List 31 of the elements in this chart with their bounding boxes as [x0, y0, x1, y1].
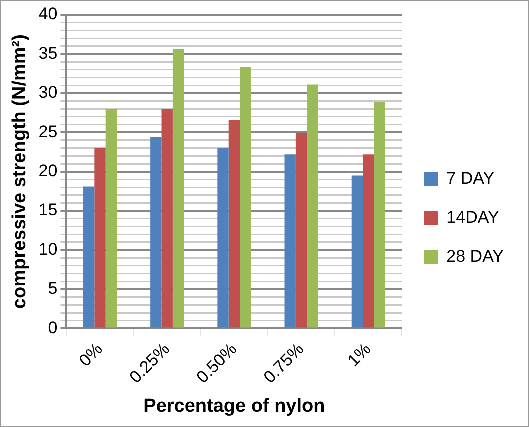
bar	[228, 120, 240, 328]
y-tick-label: 15	[38, 200, 58, 220]
x-tick-label: 0%	[76, 340, 106, 370]
bar	[106, 109, 118, 328]
y-tick-label: 10	[38, 240, 58, 259]
y-tick-label: 20	[38, 162, 58, 181]
bar	[352, 176, 364, 328]
y-tick-label: 5	[48, 279, 58, 298]
y-tick-label: 40	[38, 4, 58, 24]
bar	[150, 137, 162, 328]
x-tick-label: 1%	[344, 340, 375, 370]
x-axis-title: Percentage of nylon	[144, 396, 326, 417]
y-tick-label: 30	[38, 83, 58, 102]
bar	[363, 154, 374, 328]
y-tick-label: 0	[48, 318, 58, 338]
legend-label: 7 DAY	[446, 169, 495, 188]
bar	[83, 186, 95, 328]
bar	[218, 148, 229, 328]
bar	[284, 154, 296, 328]
y-tick-label: 35	[38, 44, 58, 63]
y-axis-title: compressive strength (N/mm²)	[10, 34, 31, 310]
bar	[374, 102, 386, 328]
y-tick-label: 25	[38, 122, 58, 142]
bar	[240, 68, 252, 328]
bar	[307, 84, 318, 328]
legend-label: 28 DAY	[446, 247, 504, 266]
bar	[172, 50, 184, 328]
legend-label: 14DAY	[446, 208, 500, 228]
bar	[162, 109, 173, 328]
bar	[94, 148, 106, 328]
bar	[296, 133, 308, 328]
